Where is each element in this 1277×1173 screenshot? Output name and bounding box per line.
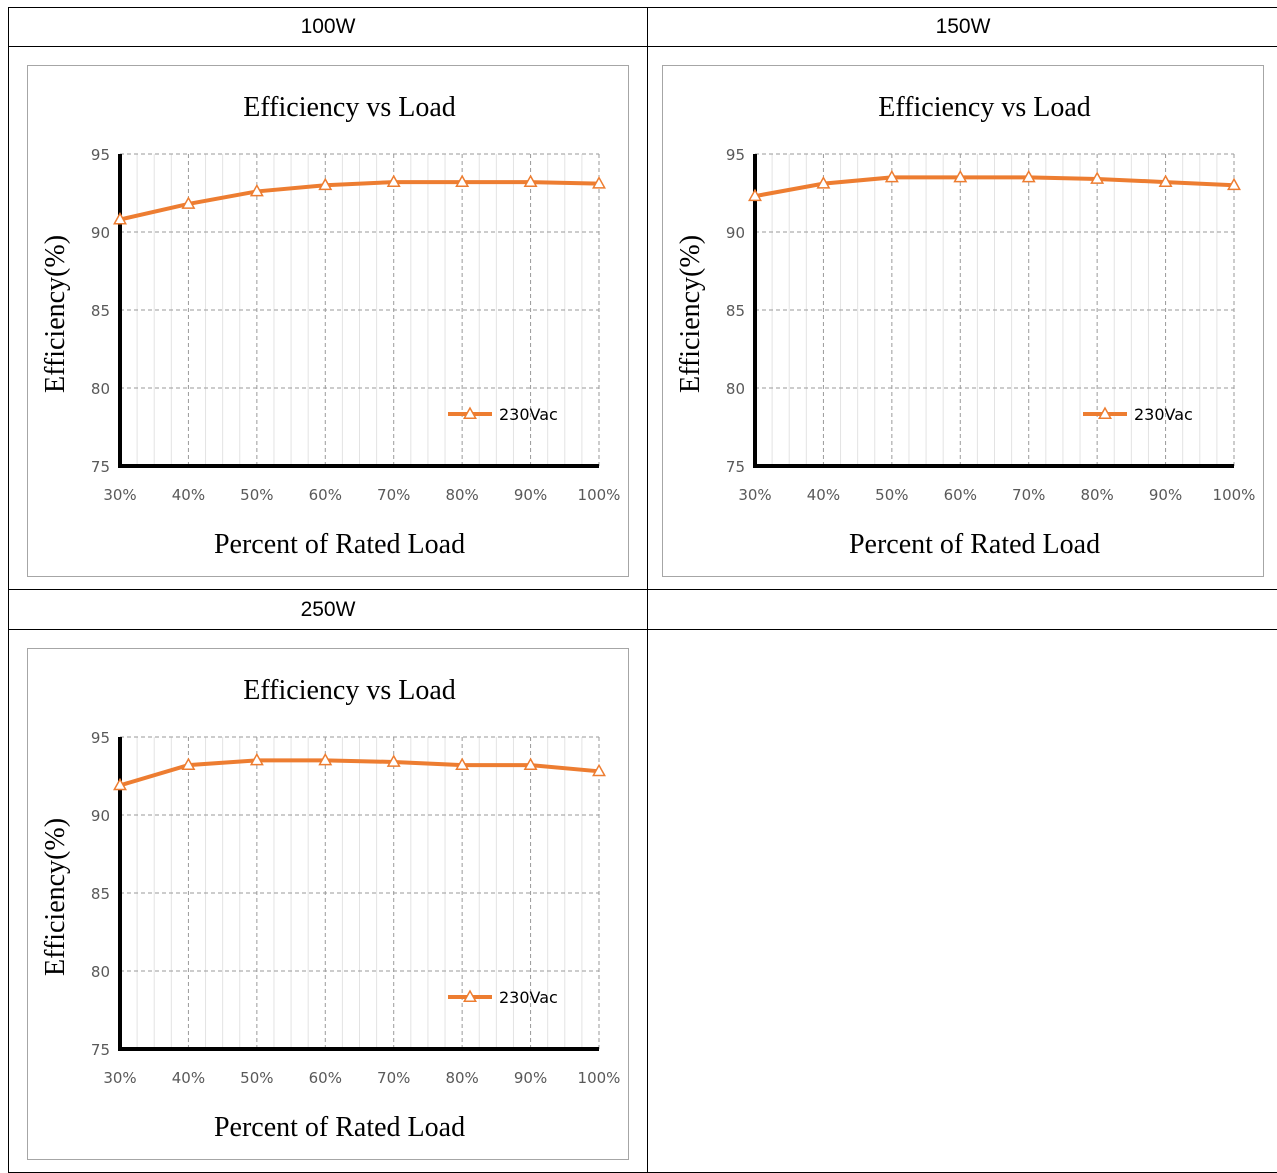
y-tick-label: 80 [726, 380, 745, 398]
chart-frame-100w: Efficiency vs Load 75 80 85 90 95 30% 40% 50% 60%… [27, 65, 629, 578]
chart-frame-250w: Efficiency vs Load 75 80 85 90 95 30% 40% 50% 60%… [27, 647, 629, 1160]
x-tick-label: 100% [578, 1069, 621, 1087]
x-tick-label: 90% [514, 1069, 547, 1087]
data-point-marker [181, 196, 196, 209]
x-axis-title: Percent of Rated Load [849, 529, 1100, 560]
data-point-marker [113, 777, 127, 790]
x-tick-label: 50% [240, 486, 273, 504]
chart-cell-100w: Efficiency vs Load 75 80 85 90 95 30% 40% 50% 60%… [8, 46, 648, 591]
data-point-marker [113, 212, 127, 225]
y-tick-label: 95 [91, 146, 110, 164]
chart-cell-empty [647, 628, 1277, 1173]
series-line [119, 180, 600, 222]
data-point-marker [592, 176, 606, 189]
data-point-marker [455, 174, 470, 188]
x-tick-label: 30% [103, 1069, 136, 1087]
x-tick-label: 100% [1213, 486, 1256, 504]
data-point-marker [523, 757, 538, 770]
y-axis-title: Efficiency(%) [40, 818, 71, 976]
x-tick-label: 80% [1080, 486, 1113, 504]
legend-marker [463, 989, 477, 1002]
series-line [119, 757, 600, 787]
x-tick-label: 80% [445, 1069, 478, 1087]
y-tick-label: 75 [91, 1041, 110, 1059]
data-point-marker [748, 188, 762, 202]
data-point-marker [1021, 169, 1036, 183]
legend-label: 230Vac [499, 405, 558, 424]
data-point-marker [523, 174, 538, 188]
x-tick-label: 90% [514, 486, 547, 504]
x-tick-label: 80% [445, 486, 478, 504]
chart-title: Efficiency vs Load [243, 675, 456, 706]
x-tick-label: 50% [240, 1069, 273, 1087]
y-tick-label: 85 [91, 885, 110, 903]
data-point-marker [1090, 171, 1105, 185]
charts-table: 100W 150W Efficiency vs Load 75 80 85 90 95 30… [8, 6, 1277, 1173]
x-tick-label: 30% [738, 486, 771, 504]
y-tick-label: 95 [726, 146, 745, 164]
y-tick-label: 80 [91, 380, 110, 398]
y-tick-label: 90 [726, 224, 745, 242]
x-tick-label: 70% [377, 1069, 410, 1087]
chart-cell-150w: Efficiency vs Load 75 80 85 90 95 30% 40% 50% 60%… [647, 46, 1277, 591]
y-tick-label: 90 [91, 224, 110, 242]
x-axis-title: Percent of Rated Load [214, 529, 465, 560]
x-tick-label: 90% [1149, 486, 1182, 504]
legend-label: 230Vac [499, 988, 558, 1007]
x-tick-label: 60% [309, 1069, 342, 1087]
data-point-marker [455, 757, 470, 770]
x-tick-label: 70% [377, 486, 410, 504]
data-point-marker [816, 176, 831, 189]
data-point-marker [318, 177, 333, 191]
x-tick-label: 60% [944, 486, 977, 504]
y-tick-label: 95 [91, 729, 110, 747]
header-100w: 100W [8, 6, 648, 48]
x-axis-title: Percent of Rated Load [214, 1112, 465, 1143]
data-point-marker [318, 752, 333, 765]
data-point-marker [181, 757, 196, 770]
data-point-marker [386, 174, 401, 188]
x-tick-label: 40% [807, 486, 840, 504]
y-axis-title: Efficiency(%) [40, 235, 71, 393]
efficiency-chart-250w: Efficiency vs Load 75 80 85 90 95 30% 40% 50% 60%… [40, 675, 621, 1143]
header-empty [647, 589, 1277, 630]
series-line [754, 175, 1235, 199]
chart-cell-250w: Efficiency vs Load 75 80 85 90 95 30% 40% 50% 60%… [8, 628, 648, 1173]
data-point-marker [1158, 174, 1173, 188]
y-tick-label: 75 [91, 458, 110, 476]
chart-title: Efficiency vs Load [878, 92, 1091, 123]
data-point-marker [1227, 177, 1241, 191]
y-axis-title: Efficiency(%) [675, 235, 706, 393]
header-150w: 150W [647, 6, 1277, 48]
data-point-marker [386, 754, 401, 767]
efficiency-chart-100w: Efficiency vs Load 75 80 85 90 95 30% 40% 50% 60%… [40, 92, 621, 560]
x-tick-label: 40% [172, 1069, 205, 1087]
legend-marker [463, 406, 477, 420]
y-tick-label: 90 [91, 807, 110, 825]
data-point-marker [249, 752, 264, 765]
legend-marker [1098, 406, 1112, 420]
data-point-marker [592, 763, 606, 776]
y-tick-label: 85 [726, 302, 745, 320]
x-tick-label: 30% [103, 486, 136, 504]
chart-frame-150w: Efficiency vs Load 75 80 85 90 95 30% 40% 50% 60%… [662, 65, 1264, 578]
y-tick-label: 80 [91, 963, 110, 981]
data-point-marker [249, 183, 264, 197]
x-tick-label: 40% [172, 486, 205, 504]
data-point-marker [884, 169, 899, 183]
y-tick-label: 85 [91, 302, 110, 320]
x-tick-label: 70% [1012, 486, 1045, 504]
x-tick-label: 100% [578, 486, 621, 504]
efficiency-chart-150w: Efficiency vs Load 75 80 85 90 95 30% 40% 50% 60%… [675, 92, 1256, 560]
y-tick-label: 75 [726, 458, 745, 476]
data-point-marker [953, 169, 968, 183]
legend-label: 230Vac [1134, 405, 1193, 424]
chart-title: Efficiency vs Load [243, 92, 456, 123]
x-tick-label: 50% [875, 486, 908, 504]
x-tick-label: 60% [309, 486, 342, 504]
header-250w: 250W [8, 589, 648, 630]
